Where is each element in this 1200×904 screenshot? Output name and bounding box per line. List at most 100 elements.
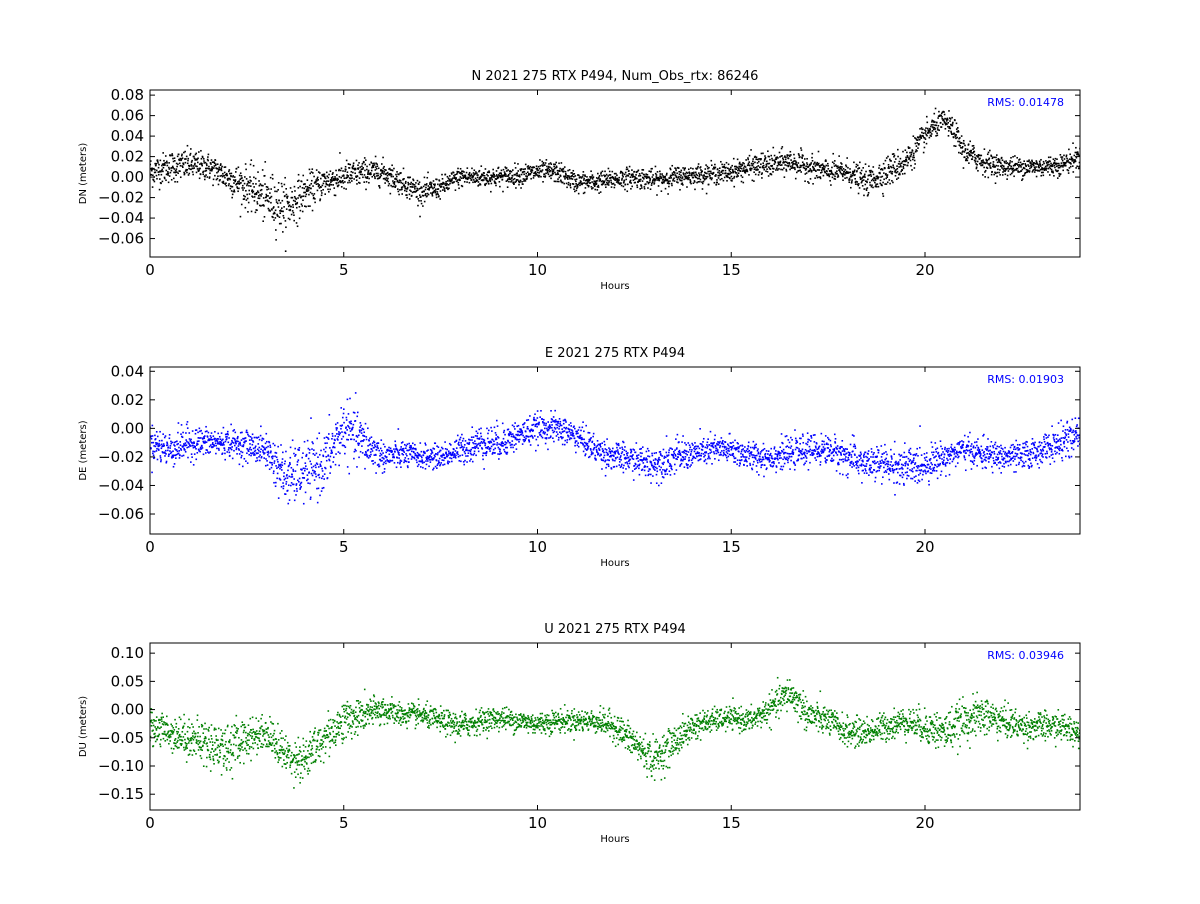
data-point: [408, 461, 410, 463]
data-point: [275, 482, 277, 484]
data-point: [321, 461, 323, 463]
data-point: [277, 459, 279, 461]
data-point: [162, 152, 164, 154]
data-point: [952, 122, 954, 124]
data-point: [275, 239, 277, 241]
data-point: [247, 432, 249, 434]
data-point: [367, 172, 369, 174]
data-point: [551, 163, 553, 165]
data-point: [708, 173, 710, 175]
data-point: [449, 457, 451, 459]
data-point: [399, 454, 401, 456]
data-point: [251, 211, 253, 213]
data-point: [565, 174, 567, 176]
data-point: [334, 440, 336, 442]
data-point: [351, 438, 353, 440]
data-point: [472, 176, 474, 178]
chart-title: N 2021 275 RTX P494, Num_Obs_rtx: 86246: [472, 69, 759, 84]
data-point: [199, 451, 201, 453]
data-point: [678, 176, 680, 178]
data-point: [286, 474, 288, 476]
data-point: [675, 170, 677, 172]
data-point: [725, 170, 727, 172]
data-point: [325, 456, 327, 458]
data-point: [740, 170, 742, 172]
data-point: [681, 178, 683, 180]
data-point: [331, 438, 333, 440]
data-point: [849, 168, 851, 170]
data-point: [306, 194, 308, 196]
data-point: [575, 175, 577, 177]
data-point: [356, 183, 358, 185]
data-point: [955, 145, 957, 147]
data-point: [368, 457, 370, 459]
data-point: [459, 179, 461, 181]
data-point: [991, 174, 993, 176]
data-point: [698, 163, 700, 165]
data-point: [717, 168, 719, 170]
data-point: [188, 443, 190, 445]
data-point: [269, 445, 271, 447]
data-point: [245, 207, 247, 209]
data-point: [949, 128, 951, 130]
data-point: [729, 178, 731, 180]
data-point: [993, 174, 995, 176]
data-point: [846, 177, 848, 179]
data-point: [487, 446, 489, 448]
data-point: [905, 157, 907, 159]
data-point: [427, 460, 429, 462]
data-point: [755, 174, 757, 176]
data-point: [167, 165, 169, 167]
data-point: [874, 178, 876, 180]
data-point: [923, 142, 925, 144]
data-point: [885, 160, 887, 162]
data-point: [794, 158, 796, 160]
data-point: [716, 184, 718, 186]
data-point: [428, 185, 430, 187]
data-point: [271, 464, 273, 466]
data-point: [235, 171, 237, 173]
data-point: [178, 453, 180, 455]
data-point: [494, 452, 496, 454]
data-point: [741, 168, 743, 170]
data-point: [502, 179, 504, 181]
data-point: [245, 190, 247, 192]
data-point: [280, 464, 282, 466]
data-point: [258, 450, 260, 452]
data-point: [667, 179, 669, 181]
data-point: [1039, 164, 1041, 166]
data-point: [258, 180, 260, 182]
data-point: [809, 170, 811, 172]
data-point: [155, 171, 157, 173]
data-point: [280, 479, 282, 481]
data-point: [332, 435, 334, 437]
data-point: [483, 468, 485, 470]
data-point: [623, 186, 625, 188]
data-point: [1064, 158, 1066, 160]
data-point: [457, 182, 459, 184]
data-point: [1013, 168, 1015, 170]
data-point: [882, 193, 884, 195]
data-point: [284, 195, 286, 197]
data-point: [448, 450, 450, 452]
data-point: [689, 172, 691, 174]
data-point: [535, 171, 537, 173]
data-point: [525, 173, 527, 175]
data-point: [732, 169, 734, 171]
data-point: [557, 173, 559, 175]
data-point: [297, 225, 299, 227]
data-point: [926, 116, 928, 118]
data-point: [246, 448, 248, 450]
data-point: [359, 429, 361, 431]
data-point: [883, 195, 885, 197]
data-point: [810, 162, 812, 164]
data-point: [450, 452, 452, 454]
data-point: [373, 163, 375, 165]
data-point: [328, 433, 330, 435]
data-point: [758, 161, 760, 163]
data-point: [947, 126, 949, 128]
data-point: [800, 171, 802, 173]
data-point: [223, 442, 225, 444]
data-point: [161, 448, 163, 450]
data-point: [293, 453, 295, 455]
